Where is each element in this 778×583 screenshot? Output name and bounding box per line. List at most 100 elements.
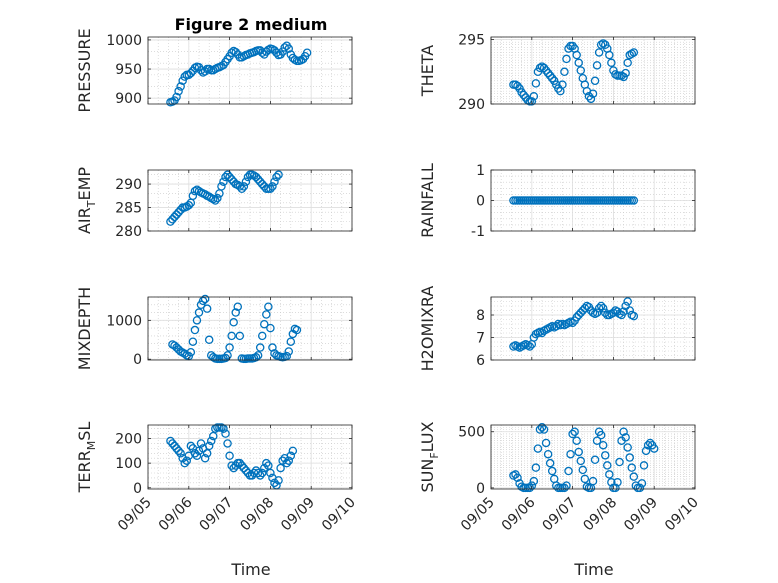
data-point xyxy=(194,308,204,317)
data-point xyxy=(580,474,590,484)
data-point xyxy=(255,343,265,352)
data-point xyxy=(204,192,214,201)
data-point xyxy=(209,194,218,204)
data-point xyxy=(541,438,551,448)
data-point xyxy=(629,311,639,321)
data-point xyxy=(572,50,581,60)
data-point xyxy=(527,97,537,106)
data-point xyxy=(547,466,557,476)
data-point xyxy=(176,449,185,458)
data-point xyxy=(274,476,283,485)
data-point xyxy=(184,200,194,210)
x-tick-label: 09/05 xyxy=(115,495,155,535)
data-point xyxy=(629,48,639,57)
axes-box xyxy=(147,424,353,490)
y-tick-label: -1 xyxy=(471,224,485,240)
data-point xyxy=(533,444,543,453)
data-point xyxy=(284,44,294,53)
data-point xyxy=(531,79,541,88)
data-point xyxy=(272,48,281,57)
data-point xyxy=(625,306,634,315)
data-point xyxy=(257,331,267,341)
data-point xyxy=(623,297,632,306)
data-point xyxy=(272,172,281,182)
data-point xyxy=(286,451,296,461)
data-point xyxy=(266,468,275,478)
data-point xyxy=(564,466,573,476)
data-point xyxy=(280,43,289,52)
data-point xyxy=(186,441,196,451)
data-point xyxy=(227,331,236,341)
data-point xyxy=(588,89,598,98)
data-point xyxy=(598,303,608,313)
y-axis-label: THETA xyxy=(418,45,437,97)
data-point xyxy=(603,461,612,470)
data-point xyxy=(268,182,277,191)
data-point xyxy=(600,308,610,317)
data-point xyxy=(200,294,210,304)
data-point xyxy=(619,427,628,436)
data-point xyxy=(592,436,602,445)
data-point xyxy=(596,301,606,311)
x-tick-label: 09/07 xyxy=(197,495,237,535)
y-tick-label: 8 xyxy=(476,308,485,324)
data-point xyxy=(260,319,269,329)
data-point xyxy=(605,470,614,479)
data-point xyxy=(206,436,216,446)
y-tick-label: 100 xyxy=(115,456,142,472)
x-tick-label: 09/10 xyxy=(662,495,702,535)
y-tick-label: 1 xyxy=(476,163,485,179)
data-point xyxy=(621,433,630,442)
data-point xyxy=(178,76,187,85)
data-point xyxy=(288,446,298,456)
data-point xyxy=(615,457,624,467)
x-tick-label: 09/07 xyxy=(540,495,580,535)
data-point xyxy=(517,88,526,97)
data-point xyxy=(266,323,275,333)
y-tick-label: 1000 xyxy=(106,313,142,329)
data-point xyxy=(543,68,553,78)
data-point xyxy=(576,456,586,466)
data-point xyxy=(637,479,647,488)
data-point xyxy=(545,458,555,468)
data-point xyxy=(202,449,212,458)
y-tick-label: 290 xyxy=(458,97,485,113)
data-point xyxy=(235,331,245,341)
data-point xyxy=(621,68,630,78)
data-point xyxy=(592,308,602,317)
data-point xyxy=(174,446,183,456)
data-point xyxy=(266,184,275,194)
data-point xyxy=(535,425,545,434)
y-tick-label: 285 xyxy=(115,201,142,217)
data-point xyxy=(237,184,247,194)
data-point xyxy=(211,196,220,205)
data-point xyxy=(170,441,179,451)
subplot-theta: 290 295 THETA xyxy=(418,33,696,113)
subplot-pressure: 900 950 1000 PRESSURE xyxy=(75,28,353,113)
data-point xyxy=(192,316,202,325)
data-point xyxy=(578,465,588,475)
data-point xyxy=(180,72,189,81)
y-tick-label: 0 xyxy=(476,481,485,497)
data-point xyxy=(213,193,222,203)
y-tick-label: 900 xyxy=(115,91,142,107)
data-point xyxy=(270,177,279,186)
data-point xyxy=(529,92,539,101)
data-point xyxy=(541,66,551,75)
y-axis-label: H2OMIXRA xyxy=(418,286,437,372)
data-point xyxy=(627,463,637,472)
y-axis-label: TERRMSL xyxy=(75,422,98,494)
figure-title: Figure 2 medium xyxy=(175,15,328,34)
y-tick-label: 0 xyxy=(133,352,142,368)
data-point xyxy=(276,463,285,473)
data-point xyxy=(268,343,277,352)
y-tick-label: 0 xyxy=(476,194,485,210)
data-point xyxy=(190,186,200,196)
data-point xyxy=(188,337,198,346)
axes-box xyxy=(147,169,353,232)
data-point xyxy=(223,351,232,360)
data-point xyxy=(174,86,183,96)
data-point xyxy=(225,343,234,352)
